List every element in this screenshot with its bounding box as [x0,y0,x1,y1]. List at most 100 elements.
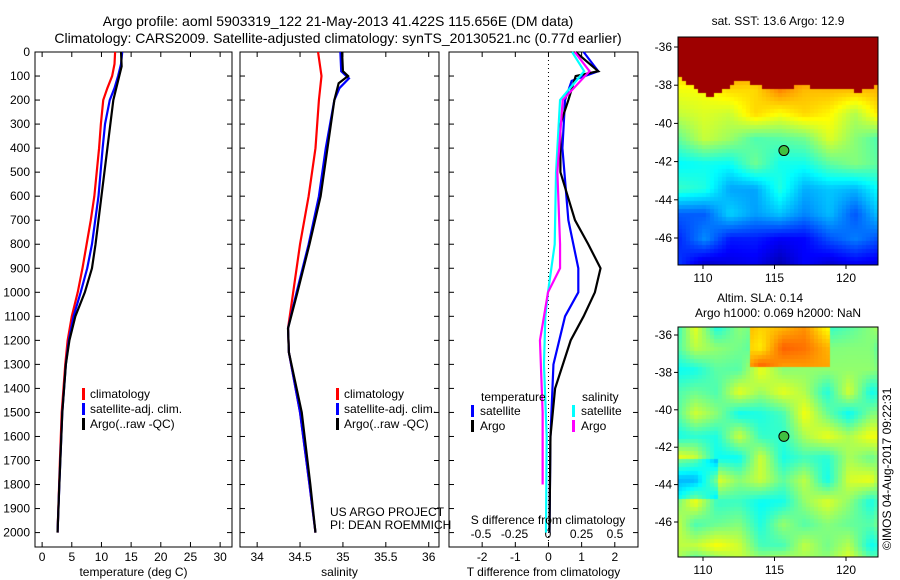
panel-frame-2 [448,51,639,548]
legend-title-salinity: salinity [582,390,619,404]
y-tick-label: 1200 [3,333,30,347]
title-line1: Argo profile: aoml 5903319_122 21-May-20… [103,13,574,29]
s-tick-label: 0.25 [570,527,594,541]
x-axis-label: temperature (deg C) [79,565,187,579]
legend-label: Argo(..raw -QC) [344,417,429,431]
legend-swatch [572,420,575,432]
map-y-tick-label: -44 [655,478,673,492]
series-climatology [56,51,117,533]
legend-label: climatology [344,387,404,401]
s-tick-label: -0.5 [471,527,492,541]
map-y-tick-label: -36 [655,328,673,342]
y-tick-label: 1400 [3,381,30,395]
series-salinity-satellite [542,51,586,533]
legend-swatch [336,388,339,400]
map-y-tick-label: -42 [655,440,673,454]
x-tick-label: 0 [545,550,552,564]
y-tick-label: 1900 [3,502,30,516]
credit: ©IMOS 04-Aug-2017 09:22:31 [880,387,894,550]
legend-swatch [82,403,85,415]
map-y-tick-label: -46 [655,231,673,245]
x-tick-label: 25 [184,550,198,564]
legend-label: Argo [480,419,506,433]
series-climatology [286,51,323,533]
y-tick-label: 1300 [3,357,30,371]
map-y-tick-label: -38 [655,78,673,92]
series-temperature-argo [548,51,602,533]
map-x-tick-label: 110 [693,563,712,577]
sla-map-subtitle: Argo h1000: 0.069 h2000: NaN [695,306,861,320]
legend-swatch [336,418,339,430]
legend-label: satellite-adj. clim. [344,402,436,416]
map-y-tick-label: -44 [655,193,673,207]
x-tick-label: 1 [578,550,585,564]
map-x-tick-label: 115 [765,563,784,577]
legend-swatch [82,418,85,430]
series-temperature-satellite [548,51,600,533]
y-tick-label: 800 [10,237,30,251]
x-tick-label: -2 [477,550,488,564]
x-tick-label: 36 [422,550,436,564]
x-tick-label: 2 [611,550,618,564]
sst-map-title: sat. SST: 13.6 Argo: 12.9 [712,14,845,28]
map-x-tick-label: 120 [836,563,856,577]
y-tick-label: 200 [10,93,30,107]
map-y-tick-label: -38 [655,365,673,379]
y-tick-label: 400 [10,141,30,155]
y-tick-label: 300 [10,117,30,131]
panel-frame-1 [239,51,440,548]
y-tick-label: 1700 [3,453,30,467]
x-tick-label: 34 [250,550,264,564]
map-x-tick-label: 120 [836,271,856,285]
title-line2: Climatology: CARS2009. Satellite-adjuste… [54,30,621,46]
x-tick-label: 34.5 [288,550,312,564]
legend-label: satellite-adj. clim. [90,402,182,416]
x-tick-label: -1 [510,550,521,564]
argo-position-marker [778,145,790,157]
legend-label: Argo(..raw -QC) [90,417,175,431]
x-axis-label: T difference from climatology [467,565,621,579]
map-y-tick-label: -40 [655,116,673,130]
y-tick-label: 1600 [3,429,30,443]
sla-map [678,327,878,557]
x-tick-label: 30 [213,550,227,564]
x-axis-label: salinity [321,565,358,579]
series-argo-raw-qc- [56,51,123,533]
legend-swatch [471,420,474,432]
sla-map-title: Altim. SLA: 0.14 [717,291,803,305]
map-x-tick-label: 115 [765,271,784,285]
pi-label: PI: DEAN ROEMMICH [330,518,451,532]
argo-position-marker [778,430,790,442]
s-tick-label: -0.25 [501,527,529,541]
x-tick-label: 5 [68,550,75,564]
project-label: US ARGO PROJECT [330,505,445,519]
y-tick-label: 900 [10,261,30,275]
s-tick-label: 0.5 [607,527,624,541]
series-satellite-adj-clim- [286,51,351,533]
y-tick-label: 0 [23,45,30,59]
legend-label: Argo [581,419,607,433]
y-tick-label: 1100 [4,309,30,323]
map-frame [677,36,879,266]
s-diff-xlabel: S difference from climatology [471,513,626,527]
map-y-tick-label: -36 [655,40,673,54]
x-tick-label: 10 [95,550,109,564]
legend-label: satellite [581,404,622,418]
legend-label: climatology [90,387,150,401]
legend-label: satellite [480,404,521,418]
y-tick-label: 600 [10,189,30,203]
x-tick-label: 15 [124,550,138,564]
series-salinity-argo [538,51,591,485]
x-tick-label: 0 [39,550,46,564]
map-y-tick-label: -46 [655,515,673,529]
panel-frame-0 [34,51,233,548]
legend-swatch [471,405,474,417]
y-tick-label: 1800 [3,478,30,492]
sst-map [678,37,878,265]
s-tick-label: 0 [545,527,552,541]
legend-title-temperature: temperature [481,390,546,404]
map-frame [677,326,879,558]
map-y-tick-label: -42 [655,155,673,169]
legend-swatch [82,388,85,400]
